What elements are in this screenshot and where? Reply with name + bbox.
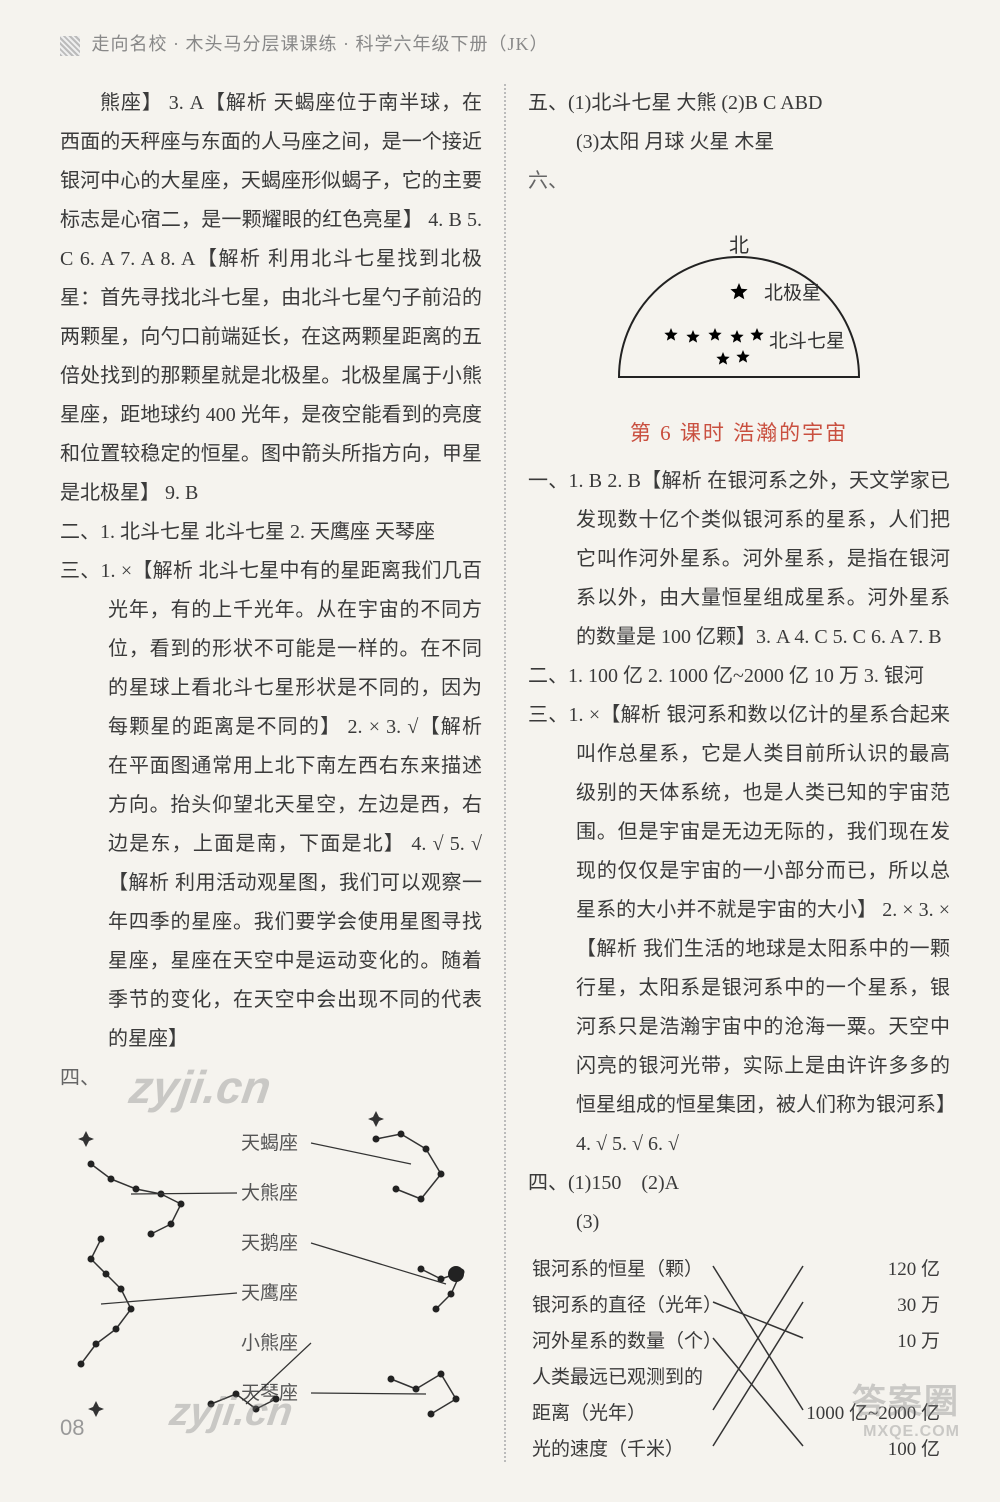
right-para-3: 三、1. ×【解析 银河系和数以亿计的星系合起来叫作总星系，它是人类目前所认识的… (528, 696, 950, 1125)
right-para-3b: 4. √ 5. √ 6. √ (528, 1125, 950, 1164)
match-left-item: 银河系的恒星（颗） (532, 1252, 703, 1288)
svg-text:北斗七星: 北斗七星 (769, 330, 845, 352)
svg-text:天蝎座: 天蝎座 (241, 1132, 298, 1154)
match-right-item: 100 亿 (888, 1432, 940, 1468)
match-right-item: 30 万 (897, 1288, 940, 1324)
match-left-item: 人类最远已观测到的 (532, 1360, 703, 1396)
svg-text:小熊座: 小熊座 (241, 1332, 298, 1354)
constellation-matching-diagram: 天蝎座大熊座天鹅座天鹰座小熊座天琴座 (61, 1104, 481, 1434)
page-number: 08 (60, 1415, 84, 1441)
header-title: 走向名校 · 木头马分层课课练 · 科学六年级下册（JK） (92, 34, 549, 54)
svg-text:北极星: 北极星 (764, 282, 821, 304)
right-q5: 五、(1)北斗七星 大熊 (2)B C ABD (528, 84, 950, 123)
match-left-item: 光的速度（千米） (532, 1432, 684, 1468)
left-para-2: 二、1. 北斗七星 北斗七星 2. 天鹰座 天琴座 (60, 513, 482, 552)
two-column-layout: 熊座】 3. A【解析 天蝎座位于南半球，在西面的天秤座与东面的人马座之间，是一… (60, 84, 950, 1462)
svg-text:北: 北 (729, 234, 749, 257)
header-icon (60, 36, 80, 56)
match-right-item: 1000 亿~2000 亿 (806, 1396, 940, 1432)
left-column: 熊座】 3. A【解析 天蝎座位于南半球，在西面的天秤座与东面的人马座之间，是一… (60, 84, 502, 1462)
right-para-2: 二、1. 100 亿 2. 1000 亿~2000 亿 10 万 3. 银河 (528, 657, 950, 696)
page-header: 走向名校 · 木头马分层课课练 · 科学六年级下册（JK） (60, 30, 950, 64)
svg-text:天鹅座: 天鹅座 (241, 1232, 298, 1254)
match-left-item: 距离（光年） (532, 1396, 646, 1432)
right-para-1: 一、1. B 2. B【解析 在银河系之外，天文学家已发现数十亿个类似银河系的星… (528, 462, 950, 657)
match-left-item: 银河系的直径（光年） (532, 1288, 722, 1324)
right-q5b: (3)太阳 月球 火星 木星 (528, 123, 950, 162)
right-q4b: (3) (528, 1203, 950, 1242)
match-right-item: 120 亿 (888, 1252, 940, 1288)
left-para-1: 熊座】 3. A【解析 天蝎座位于南半球，在西面的天秤座与东面的人马座之间，是一… (60, 84, 482, 513)
match-right-item: 10 万 (897, 1324, 940, 1360)
section-four-label: 四、 (60, 1059, 482, 1098)
left-para-3: 三、1. ×【解析 北斗七星中有的星距离我们几百光年，有的上千光年。从在宇宙的不… (60, 552, 482, 1059)
matching-diagram: 银河系的恒星（颗） 120 亿银河系的直径（光年） 30 万河外星系的数量（个） 10… (528, 1242, 950, 1462)
north-sky-diagram: 北北极星北斗七星 (589, 207, 889, 397)
svg-text:大熊座: 大熊座 (241, 1182, 298, 1204)
right-column: 五、(1)北斗七星 大熊 (2)B C ABD (3)太阳 月球 火星 木星 六… (508, 84, 950, 1462)
column-divider (504, 84, 506, 1462)
match-left-item: 河外星系的数量（个） (532, 1324, 722, 1360)
right-q4a: 四、(1)150 (2)A (528, 1164, 950, 1203)
lesson-title: 第 6 课时 浩瀚的宇宙 (528, 413, 950, 454)
svg-text:天鹰座: 天鹰座 (241, 1282, 298, 1304)
section-six-label: 六、 (528, 162, 950, 201)
